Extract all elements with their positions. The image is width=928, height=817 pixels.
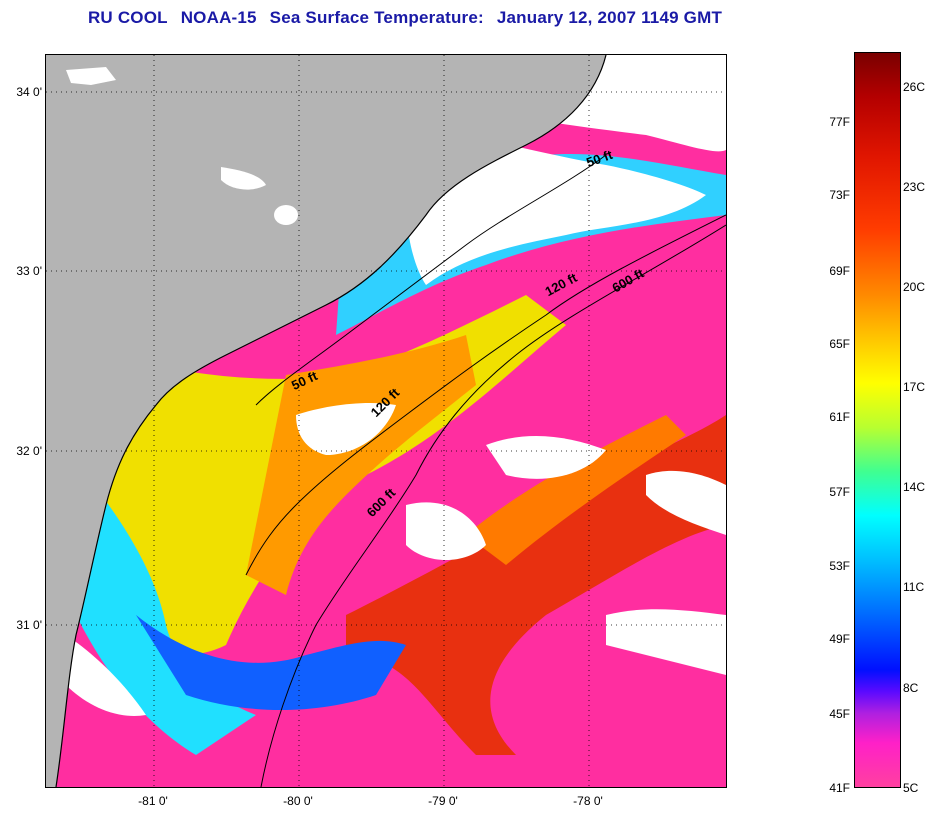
map-title: RU COOL NOAA-15 Sea Surface Temperature:… — [0, 8, 810, 28]
colorbar-f-label: 61F — [829, 410, 850, 424]
title-date: January 12, 2007 1149 GMT — [496, 8, 723, 27]
contour-50ft — [255, 154, 607, 406]
latitude-label: 34 0' — [16, 85, 42, 99]
cloud-region — [296, 403, 396, 455]
warm-water-region — [346, 415, 726, 755]
colorbar-c-label: 17C — [903, 380, 926, 394]
colorbar-f-label: 77F — [829, 115, 850, 129]
colorbar-f-label: 53F — [829, 559, 850, 573]
cloud-region — [274, 205, 298, 225]
sst-map[interactable]: 50 ft 120 ft 600 ft 50 ft 120 ft 600 ft — [45, 54, 727, 788]
colorbar-c-label: 26C — [903, 80, 926, 94]
longitude-label: -80 0' — [283, 794, 313, 808]
colorbar-f-label: 45F — [829, 707, 850, 721]
shelf-water-orange — [246, 335, 476, 595]
colorbar-c-label: 5C — [903, 781, 919, 795]
colorbar-c-label: 23C — [903, 180, 926, 194]
cloud-region — [606, 609, 726, 675]
longitude-label: -79 0' — [428, 794, 458, 808]
colorbar-c-label: 20C — [903, 280, 926, 294]
title-product: Sea Surface Temperature: — [269, 8, 484, 27]
cloud-region — [646, 470, 726, 535]
colorbar-f-label: 49F — [829, 632, 850, 646]
cloud-region — [486, 435, 606, 479]
colorbar-f-label: 73F — [829, 188, 850, 202]
land-region — [46, 55, 606, 787]
colorbar-f-label: 57F — [829, 485, 850, 499]
coastline — [55, 55, 607, 787]
cloud-region — [66, 635, 146, 716]
colorbar-c-label: 11C — [903, 580, 925, 594]
colorbar-c-label: 8C — [903, 681, 919, 695]
latitude-label: 33 0' — [16, 264, 42, 278]
contour-600ft — [260, 224, 726, 787]
sst-map-canvas — [46, 55, 726, 787]
coastal-water-blue — [136, 615, 406, 710]
cloud-region — [221, 167, 266, 190]
temperature-colorbar — [854, 52, 901, 788]
colorbar-f-label: 65F — [829, 337, 850, 351]
latitude-label: 32 0' — [16, 444, 42, 458]
longitude-label: -78 0' — [573, 794, 603, 808]
longitude-label: -81 0' — [138, 794, 168, 808]
title-org: RU COOL — [87, 8, 168, 27]
colorbar-c-label: 14C — [903, 480, 926, 494]
title-satellite: NOAA-15 — [180, 8, 257, 27]
latitude-label: 31 0' — [16, 618, 42, 632]
colorbar-f-label: 69F — [829, 264, 850, 278]
contour-120ft — [245, 214, 726, 576]
warm-edge-region — [466, 415, 686, 565]
colorbar-f-label: 41F — [829, 781, 850, 795]
cloud-region — [406, 502, 486, 560]
cloud-region — [66, 67, 116, 85]
graticule — [46, 55, 726, 787]
